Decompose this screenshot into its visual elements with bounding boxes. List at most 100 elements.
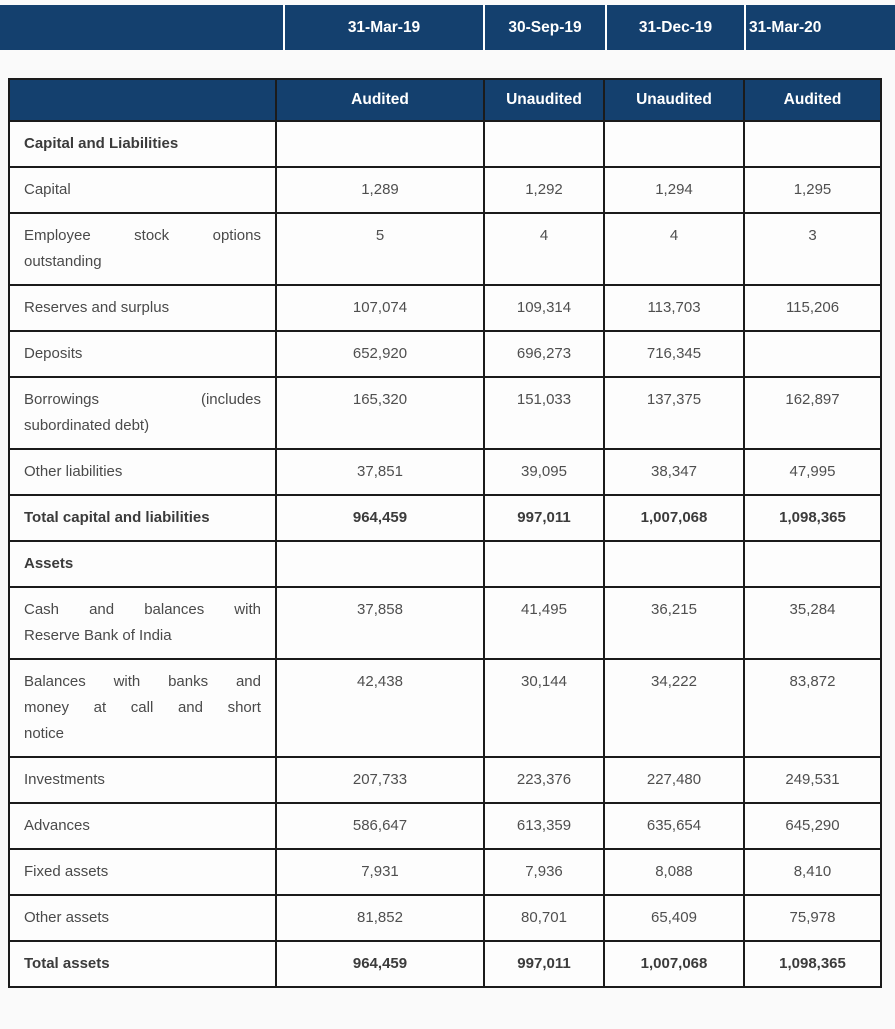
value-cell: 997,011 <box>483 494 605 542</box>
date-header-cell: 31-Mar-19 <box>283 5 483 50</box>
column-header: Unaudited <box>483 78 605 122</box>
value-cell: 5 <box>275 212 485 286</box>
row-label: Deposits <box>8 330 277 378</box>
header-spacer-cell <box>8 78 277 122</box>
value-cell: 7,931 <box>275 848 485 896</box>
value-cell: 115,206 <box>743 284 882 332</box>
table-row: Other assets 81,852 80,701 65,409 75,978 <box>8 894 882 942</box>
value-cell: 8,410 <box>743 848 882 896</box>
table-row: Other liabilities 37,851 39,095 38,347 47,99… <box>8 448 882 496</box>
table-body: Capital and Liabilities Capital 1,289 1,292… <box>8 120 882 988</box>
row-label: Total assets <box>8 940 277 988</box>
row-label: Balances with banks and money at call and short n… <box>8 658 277 758</box>
value-cell: 34,222 <box>603 658 745 758</box>
value-cell: 586,647 <box>275 802 485 850</box>
column-header: Unaudited <box>603 78 745 122</box>
table-row: Reserves and surplus 107,074 109,314 113,70… <box>8 284 882 332</box>
table-row: Advances 586,647 613,359 635,654 645,290 <box>8 802 882 850</box>
value-cell: 4 <box>483 212 605 286</box>
value-cell <box>743 120 882 168</box>
table-header: Audited Unaudited Unaudited Audited <box>8 78 882 122</box>
table-row: Total capital and liabilities 964,459 997,… <box>8 494 882 542</box>
value-cell: 75,978 <box>743 894 882 942</box>
value-cell: 81,852 <box>275 894 485 942</box>
value-cell <box>603 540 745 588</box>
value-cell <box>275 120 485 168</box>
row-label: Capital <box>8 166 277 214</box>
value-cell: 47,995 <box>743 448 882 496</box>
value-cell: 165,320 <box>275 376 485 450</box>
value-cell <box>603 120 745 168</box>
value-cell: 1,007,068 <box>603 940 745 988</box>
value-cell: 997,011 <box>483 940 605 988</box>
value-cell: 37,858 <box>275 586 485 660</box>
value-cell: 1,098,365 <box>743 494 882 542</box>
row-label: Employee stock options outstanding <box>8 212 277 286</box>
value-cell <box>743 540 882 588</box>
value-cell: 3 <box>743 212 882 286</box>
row-label: Borrowings (includes subordinated debt) <box>8 376 277 450</box>
date-header-cell: 31-Dec-19 <box>605 5 744 50</box>
value-cell: 42,438 <box>275 658 485 758</box>
value-cell: 113,703 <box>603 284 745 332</box>
value-cell: 1,294 <box>603 166 745 214</box>
value-cell: 1,295 <box>743 166 882 214</box>
value-cell: 41,495 <box>483 586 605 660</box>
row-label: Fixed assets <box>8 848 277 896</box>
value-cell: 37,851 <box>275 448 485 496</box>
value-cell: 1,007,068 <box>603 494 745 542</box>
balance-sheet-table: Audited Unaudited Unaudited Audited Capital… <box>8 78 882 988</box>
value-cell: 716,345 <box>603 330 745 378</box>
value-cell: 109,314 <box>483 284 605 332</box>
row-label: Advances <box>8 802 277 850</box>
value-cell <box>275 540 485 588</box>
table-row: Fixed assets 7,931 7,936 8,088 8,410 <box>8 848 882 896</box>
column-header: Audited <box>743 78 882 122</box>
value-cell: 652,920 <box>275 330 485 378</box>
value-cell: 207,733 <box>275 756 485 804</box>
value-cell: 151,033 <box>483 376 605 450</box>
value-cell: 38,347 <box>603 448 745 496</box>
row-label: Cash and balances with Reserve Bank of India <box>8 586 277 660</box>
audit-status-row: Audited Unaudited Unaudited Audited <box>8 78 882 122</box>
date-header-spacer <box>0 5 283 50</box>
value-cell: 1,292 <box>483 166 605 214</box>
row-label: Total capital and liabilities <box>8 494 277 542</box>
value-cell: 36,215 <box>603 586 745 660</box>
value-cell: 4 <box>603 212 745 286</box>
value-cell <box>483 540 605 588</box>
value-cell: 635,654 <box>603 802 745 850</box>
row-label: Other assets <box>8 894 277 942</box>
value-cell: 8,088 <box>603 848 745 896</box>
table-row: Borrowings (includes subordinated debt) 165… <box>8 376 882 450</box>
value-cell <box>743 330 882 378</box>
value-cell <box>483 120 605 168</box>
value-cell: 35,284 <box>743 586 882 660</box>
row-label: Reserves and surplus <box>8 284 277 332</box>
row-label: Assets <box>8 540 277 588</box>
value-cell: 162,897 <box>743 376 882 450</box>
value-cell: 83,872 <box>743 658 882 758</box>
value-cell: 107,074 <box>275 284 485 332</box>
table-row: Cash and balances with Reserve Bank of India… <box>8 586 882 660</box>
value-cell: 30,144 <box>483 658 605 758</box>
value-cell: 645,290 <box>743 802 882 850</box>
table-row: Capital 1,289 1,292 1,294 1,295 <box>8 166 882 214</box>
value-cell: 1,289 <box>275 166 485 214</box>
value-cell: 227,480 <box>603 756 745 804</box>
table-row: Investments 207,733 223,376 227,480 249,531 <box>8 756 882 804</box>
row-label: Investments <box>8 756 277 804</box>
date-header-cell: 30-Sep-19 <box>483 5 605 50</box>
date-header-bar: 31-Mar-19 30-Sep-19 31-Dec-19 31-Mar-20 <box>0 5 895 50</box>
table-row: Balances with banks and money at call and short n… <box>8 658 882 758</box>
date-header-cell: 31-Mar-20 <box>744 5 895 50</box>
value-cell: 696,273 <box>483 330 605 378</box>
value-cell: 964,459 <box>275 940 485 988</box>
value-cell: 1,098,365 <box>743 940 882 988</box>
value-cell: 249,531 <box>743 756 882 804</box>
table-row: Assets <box>8 540 882 588</box>
table-row: Deposits 652,920 696,273 716,345 <box>8 330 882 378</box>
row-label: Capital and Liabilities <box>8 120 277 168</box>
value-cell: 39,095 <box>483 448 605 496</box>
value-cell: 964,459 <box>275 494 485 542</box>
